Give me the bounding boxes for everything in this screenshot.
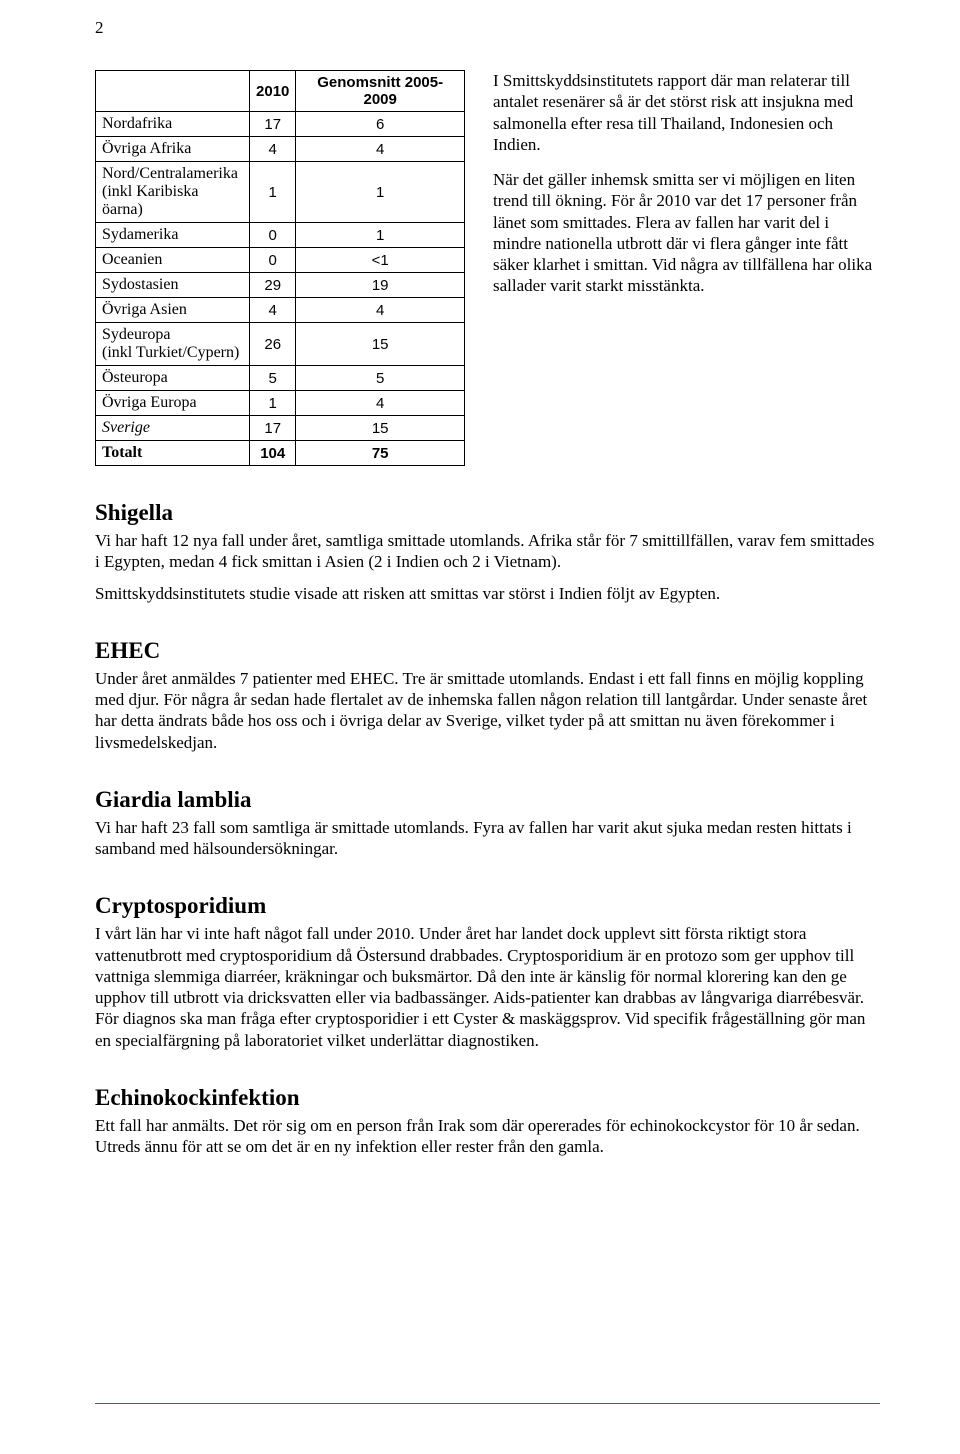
row-2010: 0 <box>250 223 296 248</box>
row-label: Nord/Centralamerika(inkl Karibiska öarna… <box>96 162 250 223</box>
row-label: Övriga Afrika <box>96 137 250 162</box>
table-row: Övriga Europa14 <box>96 391 465 416</box>
table-header-blank <box>96 71 250 112</box>
row-avg: 4 <box>296 298 465 323</box>
section-paragraph: Vi har haft 12 nya fall under året, samt… <box>95 530 880 573</box>
row-2010: 17 <box>250 416 296 441</box>
table-row: Övriga Asien44 <box>96 298 465 323</box>
footer-line <box>95 1403 880 1404</box>
row-avg: 15 <box>296 323 465 366</box>
table-row: Sydeuropa(inkl Turkiet/Cypern)2615 <box>96 323 465 366</box>
row-2010: 26 <box>250 323 296 366</box>
total-avg: 75 <box>296 441 465 466</box>
table-row: Sverige1715 <box>96 416 465 441</box>
row-2010: 17 <box>250 112 296 137</box>
table-row: Sydamerika01 <box>96 223 465 248</box>
row-avg: 1 <box>296 223 465 248</box>
row-avg: 15 <box>296 416 465 441</box>
section-title: Cryptosporidium <box>95 893 880 919</box>
row-label: Sverige <box>96 416 250 441</box>
table-header-2010: 2010 <box>250 71 296 112</box>
row-label: Övriga Europa <box>96 391 250 416</box>
row-label: Sydeuropa(inkl Turkiet/Cypern) <box>96 323 250 366</box>
top-columns: 2010 Genomsnitt 2005-2009 Nordafrika176Ö… <box>95 70 880 466</box>
row-avg: 4 <box>296 391 465 416</box>
total-2010: 104 <box>250 441 296 466</box>
right-text: I Smittskyddsinstitutets rapport där man… <box>493 70 880 466</box>
row-2010: 1 <box>250 162 296 223</box>
table-total-row: Totalt10475 <box>96 441 465 466</box>
section-paragraph: Smittskyddsinstitutets studie visade att… <box>95 583 880 604</box>
section-title: EHEC <box>95 638 880 664</box>
row-label: Övriga Asien <box>96 298 250 323</box>
row-avg: 4 <box>296 137 465 162</box>
sections: Shigella Vi har haft 12 nya fall under år… <box>95 500 880 1157</box>
section-paragraph: Vi har haft 23 fall som samtliga är smit… <box>95 817 880 860</box>
row-2010: 1 <box>250 391 296 416</box>
row-label: Oceanien <box>96 248 250 273</box>
row-label: Sydostasien <box>96 273 250 298</box>
table-body: Nordafrika176Övriga Afrika44Nord/Central… <box>96 112 465 466</box>
row-avg: 5 <box>296 366 465 391</box>
row-avg: 19 <box>296 273 465 298</box>
row-label: Nordafrika <box>96 112 250 137</box>
row-avg: 6 <box>296 112 465 137</box>
section-paragraph: Ett fall har anmälts. Det rör sig om en … <box>95 1115 880 1158</box>
table-row: Nordafrika176 <box>96 112 465 137</box>
page-number: 2 <box>95 18 104 38</box>
row-2010: 0 <box>250 248 296 273</box>
table-row: Oceanien0<1 <box>96 248 465 273</box>
table-row: Östeuropa55 <box>96 366 465 391</box>
section-paragraph: Under året anmäldes 7 patienter med EHEC… <box>95 668 880 753</box>
table-header-avg: Genomsnitt 2005-2009 <box>296 71 465 112</box>
row-avg: 1 <box>296 162 465 223</box>
section-title: Echinokockinfektion <box>95 1085 880 1111</box>
table-row: Sydostasien2919 <box>96 273 465 298</box>
right-paragraph: I Smittskyddsinstitutets rapport där man… <box>493 70 880 155</box>
region-table: 2010 Genomsnitt 2005-2009 Nordafrika176Ö… <box>95 70 465 466</box>
row-label: Östeuropa <box>96 366 250 391</box>
table-row: Övriga Afrika44 <box>96 137 465 162</box>
row-2010: 5 <box>250 366 296 391</box>
section-title: Shigella <box>95 500 880 526</box>
page: 2 2010 Genomsnitt 2005-2009 Nordafrika17… <box>0 0 960 1454</box>
table-container: 2010 Genomsnitt 2005-2009 Nordafrika176Ö… <box>95 70 465 466</box>
total-label: Totalt <box>96 441 250 466</box>
table-row: Nord/Centralamerika(inkl Karibiska öarna… <box>96 162 465 223</box>
row-2010: 4 <box>250 298 296 323</box>
row-label: Sydamerika <box>96 223 250 248</box>
row-avg: <1 <box>296 248 465 273</box>
row-2010: 4 <box>250 137 296 162</box>
row-2010: 29 <box>250 273 296 298</box>
right-paragraph: När det gäller inhemsk smitta ser vi möj… <box>493 169 880 297</box>
section-title: Giardia lamblia <box>95 787 880 813</box>
section-paragraph: I vårt län har vi inte haft något fall u… <box>95 923 880 1051</box>
